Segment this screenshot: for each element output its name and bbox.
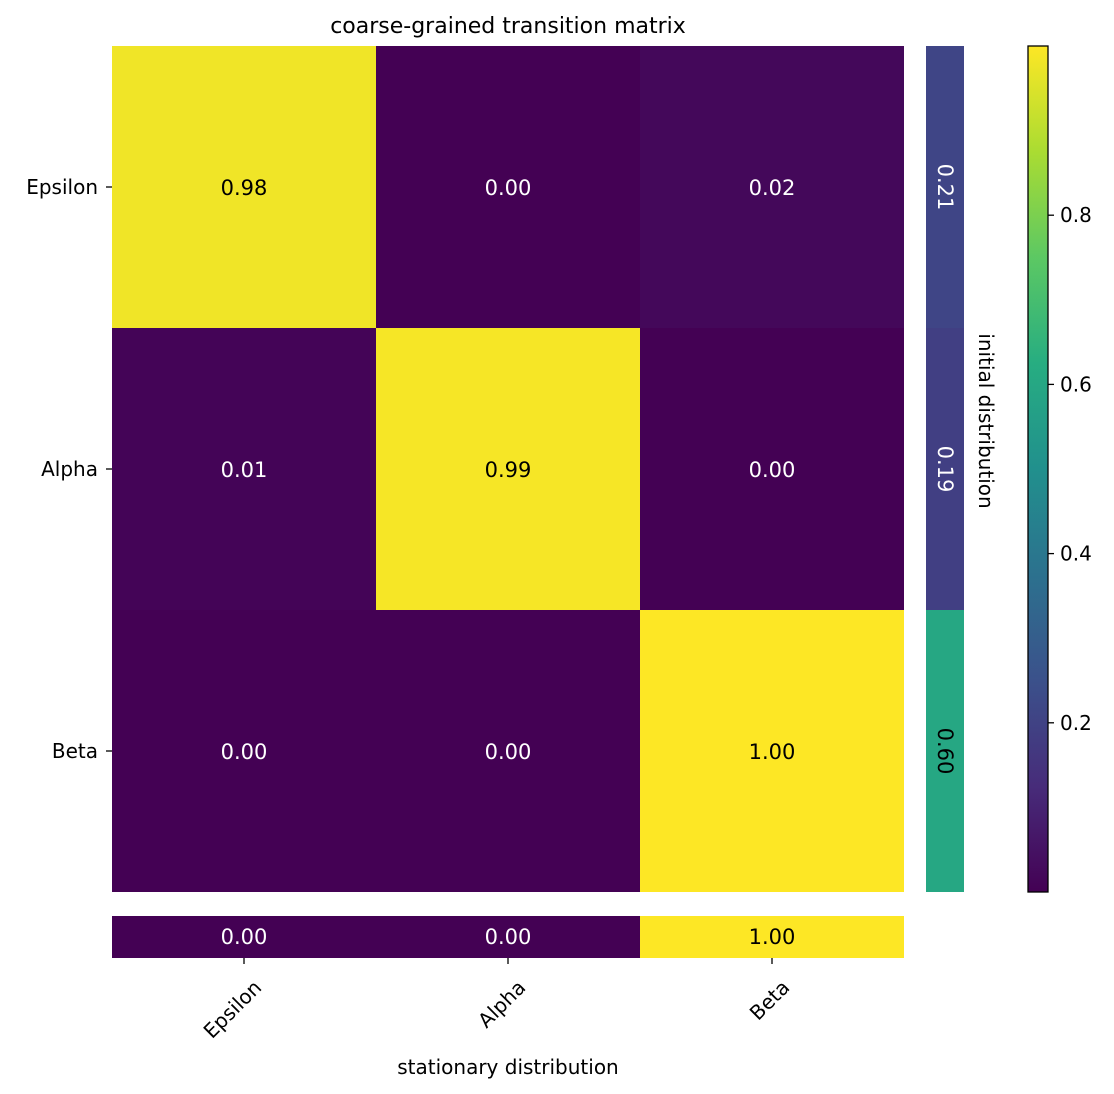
colorbar-tick-label: 0.6: [1060, 372, 1092, 396]
colorbar: 0.2 0.4 0.6 0.8: [1027, 45, 1092, 893]
stationary-distribution-label: stationary distribution: [397, 1055, 618, 1079]
row-axis: Epsilon Alpha Beta: [26, 175, 112, 763]
stationary-distribution-value: 1.00: [749, 925, 796, 949]
cell-value-label: 0.99: [485, 458, 532, 482]
column-tick-label: Epsilon: [199, 975, 267, 1043]
cell-value-label: 0.01: [221, 458, 268, 482]
cell-value-label: 0.00: [485, 176, 532, 200]
colorbar-tick-label: 0.4: [1060, 542, 1092, 566]
cell-value-label: 0.02: [749, 176, 796, 200]
initial-distribution-bar: 0.21 0.19 0.60: [926, 46, 964, 892]
transition-matrix: 0.98 0.00 0.02 0.01 0.99 0.00 0.00 0.00 1.00: [112, 46, 904, 892]
column-tick-label: Alpha: [473, 975, 530, 1032]
column-tick-label: Beta: [745, 975, 795, 1025]
row-tick-label: Beta: [52, 739, 98, 763]
stationary-distribution-value: 0.00: [221, 925, 268, 949]
row-tick-label: Alpha: [41, 457, 98, 481]
heatmap-cell: [112, 610, 376, 892]
stationary-distribution-cell: [376, 916, 640, 958]
initial-distribution-value: 0.60: [933, 728, 957, 775]
heatmap-cell: [112, 328, 376, 610]
heatmap-cell: [112, 46, 376, 328]
row-tick-label: Epsilon: [26, 175, 98, 199]
colorbar-tick-label: 0.8: [1060, 203, 1092, 227]
column-axis: Epsilon Alpha Beta: [199, 958, 795, 1043]
stationary-distribution-cell: [112, 916, 376, 958]
initial-distribution-value: 0.21: [933, 164, 957, 211]
heatmap-cell: [376, 610, 640, 892]
heatmap-cell: [640, 610, 904, 892]
initial-distribution-cell: [926, 328, 964, 610]
initial-distribution-cell: [926, 46, 964, 328]
colorbar-tick-label: 0.2: [1060, 711, 1092, 735]
stationary-distribution-value: 0.00: [485, 925, 532, 949]
initial-distribution-label: initial distribution: [974, 333, 998, 508]
cell-value-label: 0.00: [749, 458, 796, 482]
heatmap-cell: [640, 46, 904, 328]
cell-value-label: 1.00: [749, 740, 796, 764]
chart-title: coarse-grained transition matrix: [330, 14, 686, 39]
cell-value-label: 0.00: [485, 740, 532, 764]
stationary-distribution-bar: 0.00 0.00 1.00: [112, 916, 904, 958]
heatmap-cell: [640, 328, 904, 610]
heatmap-cell: [376, 328, 640, 610]
stationary-distribution-cell: [640, 916, 904, 958]
colorbar-gradient: [1027, 45, 1049, 893]
heatmap-cell: [376, 46, 640, 328]
cell-value-label: 0.98: [221, 176, 268, 200]
initial-distribution-cell: [926, 610, 964, 892]
cell-value-label: 0.00: [221, 740, 268, 764]
initial-distribution-value: 0.19: [933, 446, 957, 493]
